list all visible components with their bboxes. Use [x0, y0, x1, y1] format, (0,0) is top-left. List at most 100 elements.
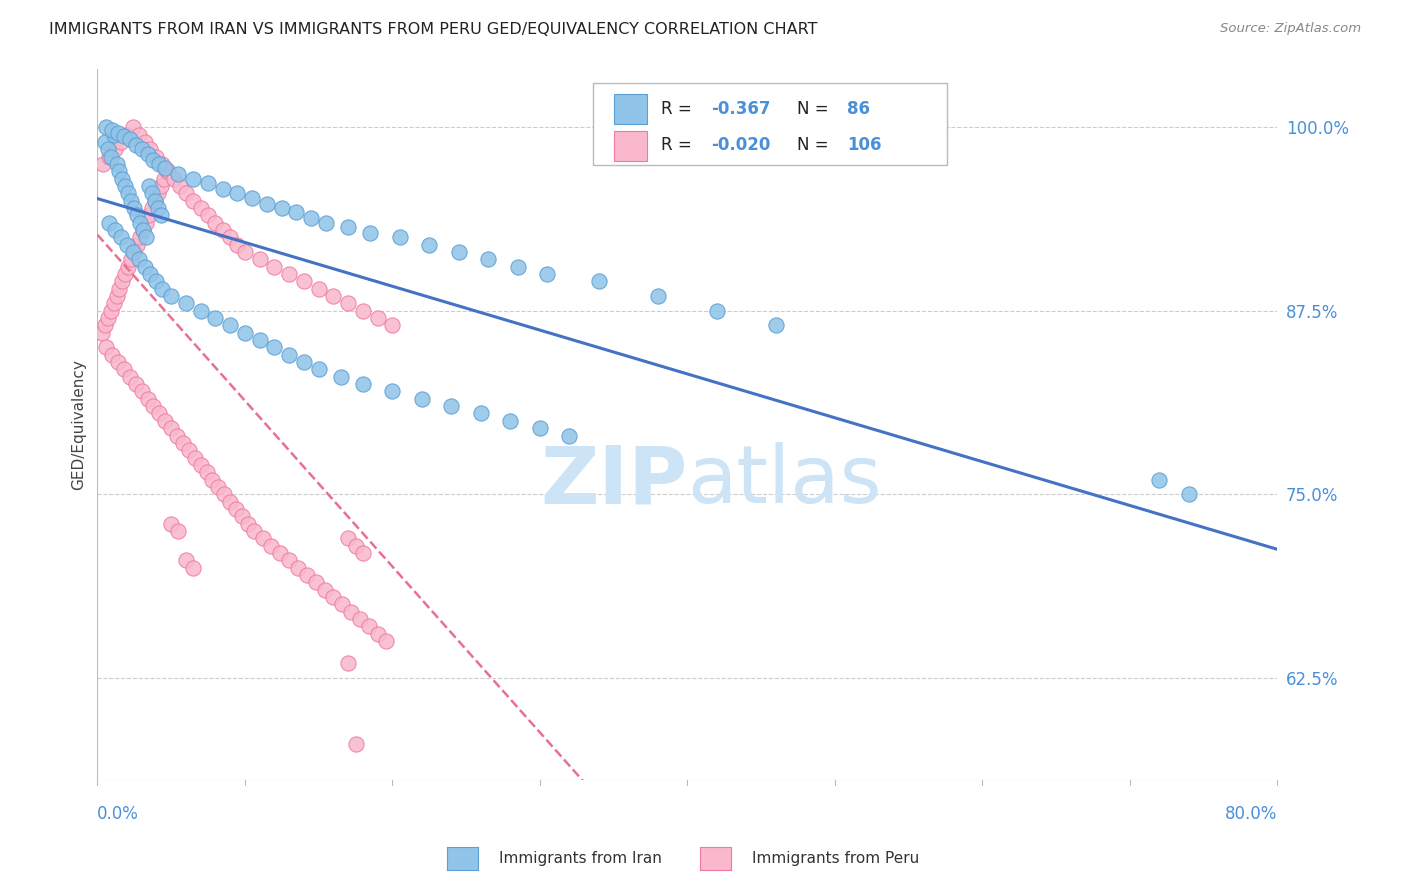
Point — [107, 355, 129, 369]
Point — [166, 428, 188, 442]
Point — [115, 128, 138, 142]
Point — [127, 237, 149, 252]
Point — [104, 142, 127, 156]
Point — [231, 509, 253, 524]
Point — [706, 303, 728, 318]
Point — [359, 226, 381, 240]
FancyBboxPatch shape — [614, 95, 647, 124]
Point — [103, 296, 125, 310]
Point — [197, 176, 219, 190]
Point — [108, 282, 131, 296]
Point — [411, 392, 433, 406]
Point — [169, 178, 191, 193]
Point — [233, 245, 256, 260]
Point — [260, 539, 283, 553]
Point — [143, 194, 166, 208]
Point — [588, 274, 610, 288]
Point — [352, 377, 374, 392]
Point — [337, 531, 360, 545]
Point — [134, 135, 156, 149]
Point — [322, 289, 344, 303]
Point — [121, 245, 143, 260]
Point — [181, 194, 204, 208]
Point — [249, 252, 271, 267]
Point — [143, 194, 166, 208]
Text: R =: R = — [661, 100, 697, 118]
Point — [93, 318, 115, 333]
Point — [529, 421, 551, 435]
Point — [122, 201, 145, 215]
Point — [114, 267, 136, 281]
Point — [1178, 487, 1201, 501]
Point — [112, 129, 135, 144]
Point — [190, 303, 212, 318]
Point — [375, 634, 398, 648]
Point — [207, 480, 229, 494]
Point — [352, 546, 374, 560]
Point — [219, 494, 242, 508]
Point — [506, 260, 529, 274]
Point — [308, 362, 330, 376]
Point — [388, 230, 411, 244]
Point — [96, 120, 118, 135]
Point — [418, 237, 440, 252]
Point — [105, 289, 128, 303]
Point — [322, 590, 344, 604]
Point — [367, 311, 389, 326]
Point — [146, 201, 169, 215]
Point — [155, 161, 177, 176]
Point — [195, 465, 218, 479]
Point — [149, 178, 172, 193]
Point — [142, 153, 165, 167]
Point — [156, 164, 179, 178]
Point — [172, 435, 194, 450]
Point — [292, 274, 315, 288]
Point — [440, 399, 463, 413]
Point — [90, 326, 112, 340]
Point — [112, 362, 135, 376]
Point — [120, 194, 142, 208]
Point — [647, 289, 669, 303]
Point — [129, 216, 152, 230]
Point — [299, 211, 322, 226]
Point — [157, 164, 180, 178]
Point — [499, 414, 522, 428]
Point — [330, 597, 353, 611]
Point — [129, 230, 152, 244]
Point — [131, 384, 153, 399]
Point — [101, 123, 124, 137]
Point — [139, 142, 162, 156]
Point — [121, 120, 143, 135]
Point — [136, 392, 159, 406]
Point — [145, 150, 167, 164]
Point — [134, 260, 156, 274]
Point — [145, 274, 167, 288]
Text: N =: N = — [797, 100, 834, 118]
Point — [287, 560, 309, 574]
Point — [114, 178, 136, 193]
Point — [110, 135, 132, 149]
Point — [98, 216, 121, 230]
Point — [131, 142, 153, 156]
Point — [357, 619, 380, 633]
Point — [120, 252, 142, 267]
Point — [111, 274, 134, 288]
Point — [219, 230, 242, 244]
Point — [263, 260, 285, 274]
Point — [204, 216, 226, 230]
Point — [337, 220, 360, 235]
Point — [91, 157, 114, 171]
Point — [340, 605, 363, 619]
Point — [558, 428, 581, 442]
Point — [163, 171, 186, 186]
Point — [381, 318, 404, 333]
Point — [211, 223, 233, 237]
Point — [252, 531, 274, 545]
Point — [125, 377, 148, 392]
Y-axis label: GED/Equivalency: GED/Equivalency — [72, 359, 86, 490]
Point — [270, 201, 292, 215]
Point — [226, 186, 249, 201]
Point — [138, 178, 160, 193]
Point — [536, 267, 558, 281]
Point — [181, 171, 204, 186]
